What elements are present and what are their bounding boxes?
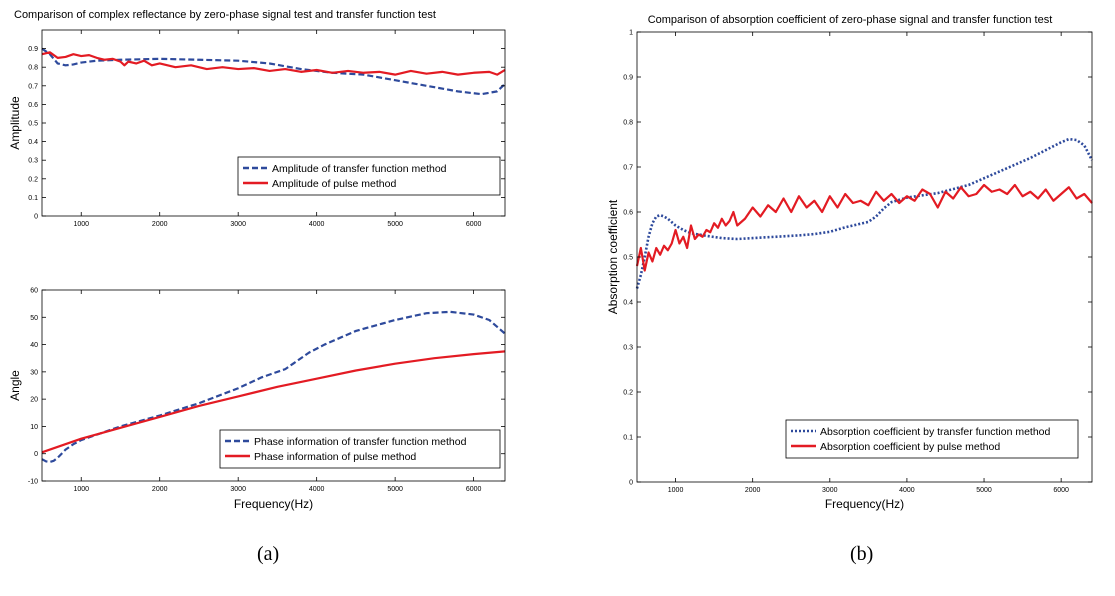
x-tick-label: 4000 [309,486,325,493]
y-axis-label: Amplitude [8,96,22,150]
series-line-2 [41,51,506,76]
y-tick-label: 0.1 [623,435,633,442]
x-tick-label: 2000 [745,487,761,494]
y-tick-label: -10 [28,479,38,486]
x-tick-label: 3000 [230,221,246,228]
legend-entry: Amplitude of pulse method [272,178,396,190]
chart-amp: 1000 2000 3000 4000 5000 6000 0 0.1 0.2 0.3 0.4 0.5… [8,9,506,228]
legend-entry: Absorption coefficient by transfer funct… [820,426,1051,438]
legend-box [219,429,501,469]
series-line-2 [41,350,506,454]
y-tick-label: 0.8 [623,120,633,127]
x-tick-label: 3000 [230,486,246,493]
y-axis-label: Absorption coefficient [606,199,620,314]
y-tick-label: 1 [629,30,633,37]
series-line-1 [41,47,506,96]
x-tick-label: 6000 [466,486,482,493]
plot-area [637,32,1092,482]
y-tick-label: 0.9 [623,75,633,82]
chart-angle: 1000 2000 3000 4000 5000 6000 -10 0 10 20 30 40 50 60… [8,288,506,511]
legend-box [785,419,1079,459]
y-tick-label: 0.2 [28,176,38,183]
x-axis-label: Frequency(Hz) [825,497,904,511]
y-tick-label: 0.6 [623,210,633,217]
y-tick-label: 30 [30,369,38,376]
y-axis-label: Angle [8,370,22,401]
y-tick-label: 0.9 [28,46,38,53]
y-tick-label: 0.6 [28,102,38,109]
chart-title: Comparison of complex reflectance by zer… [14,9,436,21]
x-tick-label: 6000 [466,221,482,228]
x-axis-label: Frequency(Hz) [234,497,313,511]
legend-box [237,156,501,196]
y-tick-label: 0.8 [28,65,38,72]
y-tick-label: 0 [34,451,38,458]
x-tick-label: 1000 [668,487,684,494]
series-line-1 [41,310,506,463]
chart-abs: 1000 2000 3000 4000 5000 6000 0 0.1 0.2 0.3 0.4 0.5… [606,14,1094,511]
legend-entry: Phase information of pulse method [254,451,416,463]
y-tick-label: 50 [30,315,38,322]
y-tick-label: 0.5 [28,121,38,128]
legend-entry: Amplitude of transfer function method [272,163,447,175]
series-line-1 [635,137,1094,289]
y-tick-label: 0.1 [28,195,38,202]
y-tick-label: 0 [629,480,633,487]
legend: Phase information of transfer function m… [219,429,501,469]
y-tick-label: 40 [30,342,38,349]
y-tick-label: 0.3 [28,158,38,165]
y-tick-label: 10 [30,424,38,431]
x-tick-label: 5000 [387,221,403,228]
x-tick-label: 2000 [152,221,168,228]
chart-title: Comparison of absorption coefficient of … [648,14,1053,26]
legend-entry: Absorption coefficient by pulse method [820,441,1000,453]
x-tick-label: 4000 [309,221,325,228]
legend-entry: Phase information of transfer function m… [254,436,467,448]
y-tick-label: 0.2 [623,390,633,397]
x-tick-label: 1000 [73,486,89,493]
series-line-2 [635,183,1093,272]
y-tick-label: 0.7 [623,165,633,172]
x-tick-label: 5000 [387,486,403,493]
y-tick-label: 20 [30,397,38,404]
x-tick-label: 2000 [152,486,168,493]
x-tick-label: 5000 [976,487,992,494]
panel-label-b: (b) [850,543,874,565]
y-tick-label: 0.5 [623,255,633,262]
x-tick-label: 3000 [822,487,838,494]
x-tick-label: 1000 [73,221,89,228]
y-tick-label: 0.3 [623,345,633,352]
x-tick-label: 4000 [899,487,915,494]
legend: Absorption coefficient by transfer funct… [785,419,1079,459]
panel-label-a: (a) [257,543,280,565]
x-tick-label: 6000 [1053,487,1069,494]
y-tick-label: 0 [34,214,38,221]
y-tick-label: 60 [30,288,38,295]
y-tick-label: 0.4 [28,139,38,146]
axes-frame [41,289,506,482]
y-tick-label: 0.4 [623,300,633,307]
legend: Amplitude of transfer function method Amp… [237,156,501,196]
y-tick-label: 0.7 [28,83,38,90]
